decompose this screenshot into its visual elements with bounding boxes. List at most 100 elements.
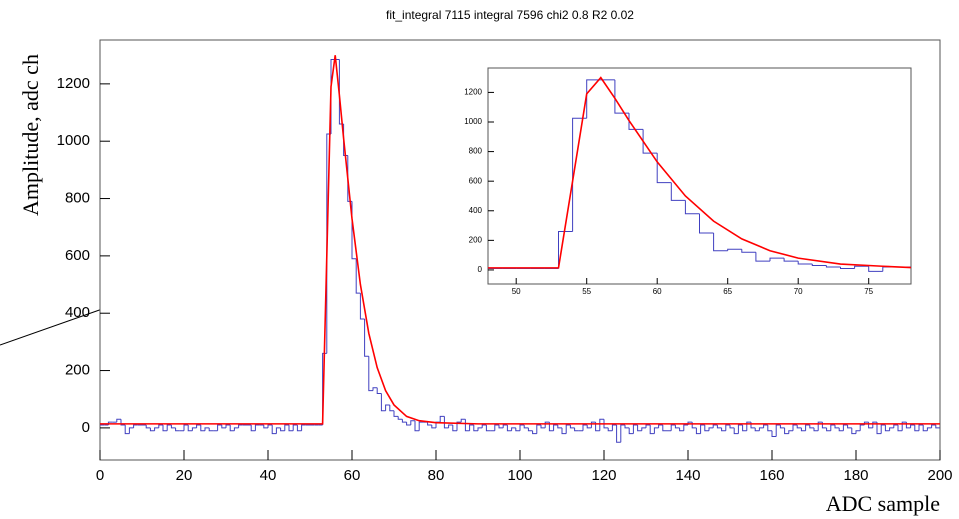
- histogram-bin: [229, 425, 235, 432]
- histogram-bin: [695, 427, 701, 435]
- histogram-bin: [515, 427, 520, 432]
- y-tick-label: 1200: [464, 88, 482, 97]
- x-tick-label: 140: [675, 467, 700, 484]
- histogram-bin: [582, 424, 588, 431]
- histogram-bin: [817, 421, 823, 431]
- histogram-bin: [393, 410, 399, 417]
- y-tick-label: 200: [65, 362, 90, 379]
- histogram-bin: [792, 424, 798, 431]
- histogram-bin: [271, 425, 277, 435]
- x-tick-label: 50: [512, 287, 521, 296]
- histogram-bin: [809, 425, 814, 429]
- x-tick-label: 160: [759, 467, 784, 484]
- y-tick-label: 800: [469, 147, 483, 156]
- histogram-bin: [767, 425, 772, 432]
- histogram-bin: [250, 425, 256, 432]
- histogram-bin: [238, 424, 243, 428]
- histogram-bin: [301, 424, 306, 431]
- histogram-bin: [191, 427, 197, 431]
- histogram-bin: [642, 129, 658, 154]
- histogram-bin: [145, 425, 151, 429]
- histogram-bin: [494, 424, 499, 431]
- histogram-bin: [897, 425, 903, 432]
- histogram-bin: [910, 424, 915, 428]
- x-tick-label: 100: [507, 467, 532, 484]
- histogram-bin: [427, 422, 432, 426]
- histogram-bin: [699, 213, 714, 234]
- histogram-bin: [183, 424, 189, 431]
- histogram-bin: [532, 430, 537, 435]
- histogram-bin: [742, 425, 747, 432]
- histogram-bin: [452, 425, 457, 432]
- histogram-bin: [737, 424, 743, 434]
- histogram-bin: [158, 424, 163, 428]
- histogram-bin: [569, 425, 575, 429]
- histogram-bin: [485, 425, 491, 432]
- histogram-bin: [519, 424, 525, 431]
- histogram-bin: [637, 425, 642, 432]
- y-axis-title: Amplitude, adc ch: [18, 54, 43, 216]
- x-tick-label: 55: [582, 287, 591, 296]
- histogram-bin: [590, 421, 596, 428]
- histogram-bin: [397, 416, 403, 420]
- histogram-bin: [574, 427, 579, 432]
- histogram-bin: [788, 430, 793, 434]
- histogram-bin: [355, 258, 361, 294]
- histogram-bin: [548, 422, 554, 432]
- histogram-bin: [918, 424, 924, 431]
- histogram-bin: [448, 424, 453, 428]
- histogram-bin: [926, 427, 932, 431]
- histogram-bin: [595, 422, 600, 432]
- histogram-bin: [628, 113, 644, 130]
- histogram-bin: [364, 318, 369, 357]
- histogram-bin: [876, 422, 882, 435]
- histogram-bin: [620, 424, 625, 443]
- histogram-bin: [914, 425, 919, 432]
- histogram-bin: [838, 427, 844, 432]
- histogram-bin: [783, 258, 799, 262]
- histogram-bin: [893, 424, 898, 428]
- histogram-bin: [889, 427, 894, 431]
- x-tick-label: 80: [428, 467, 445, 484]
- histogram-bin: [557, 425, 562, 429]
- histogram-bin: [506, 425, 512, 432]
- histogram-bin: [658, 424, 663, 428]
- y-tick-label: 600: [469, 176, 483, 185]
- histogram-bin: [586, 425, 592, 429]
- y-tick-label: 1000: [57, 132, 90, 149]
- histogram-bin: [511, 427, 516, 431]
- histogram-bin: [725, 424, 730, 431]
- histogram-bin: [603, 419, 609, 429]
- histogram-bin: [935, 425, 940, 429]
- y-tick-label: 1000: [464, 117, 482, 126]
- x-tick-label: 120: [591, 467, 616, 484]
- histogram-bin: [670, 182, 686, 201]
- chart-title: fit_integral 7115 integral 7596 chi2 0.8…: [386, 8, 634, 22]
- histogram-bin: [175, 427, 180, 432]
- histogram-bin: [840, 266, 855, 269]
- histogram-bin: [280, 427, 285, 432]
- histogram-bin: [641, 427, 646, 431]
- histogram-bin: [196, 424, 201, 428]
- histogram-bin: [372, 387, 378, 391]
- histogram-bin: [754, 427, 760, 432]
- histogram-bin: [292, 424, 298, 431]
- histogram-bin: [834, 425, 840, 429]
- histogram-bin: [133, 424, 138, 428]
- histogram-bin: [868, 266, 883, 272]
- histogram-bin: [741, 249, 756, 253]
- y-tick-label: 200: [469, 235, 483, 244]
- x-tick-label: 60: [653, 287, 662, 296]
- histogram-bin: [712, 424, 718, 428]
- histogram-bin: [149, 427, 155, 432]
- histogram-bin: [170, 425, 176, 429]
- histogram-bin: [124, 425, 130, 435]
- histogram-bin: [826, 427, 831, 432]
- histogram-bin: [561, 427, 567, 435]
- histogram-bin: [842, 424, 848, 431]
- histogram-bin: [670, 424, 676, 431]
- histogram-bin: [880, 424, 886, 434]
- y-tick-label: 0: [478, 265, 483, 274]
- histogram-bin: [221, 425, 226, 429]
